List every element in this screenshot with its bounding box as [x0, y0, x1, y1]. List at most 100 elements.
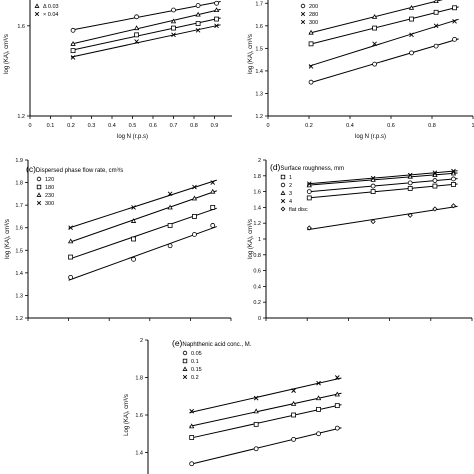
series-4 — [308, 18, 459, 69]
data-point — [195, 28, 201, 33]
data-point — [291, 412, 297, 418]
legend-title: (c)Dispersed phase flow rate, cm³/s — [26, 164, 123, 174]
data-point — [170, 18, 177, 24]
y-tick-label: 1.4 — [15, 271, 23, 277]
legend-label: 4 — [289, 199, 292, 205]
data-point — [131, 205, 136, 210]
x-axis-label: log N (r.p.s) — [355, 134, 386, 140]
legend-marker — [280, 182, 286, 188]
series-4 — [306, 168, 458, 187]
legend-item: 180 — [36, 184, 54, 191]
x-tick-label: 0.1 — [47, 123, 55, 129]
legend-label: 0.1 — [191, 359, 199, 365]
data-point — [451, 182, 456, 187]
data-point — [195, 11, 201, 17]
data-point — [409, 16, 414, 22]
x-tick-label: 0.6 — [146, 325, 154, 331]
series-2 — [70, 7, 221, 46]
x-tick-label: 1 — [470, 325, 473, 331]
trend-line — [189, 427, 342, 466]
data-point — [210, 180, 216, 185]
y-tick-label: 1.2 — [253, 221, 261, 227]
data-point — [308, 79, 314, 85]
data-point — [253, 421, 259, 427]
data-point — [370, 219, 376, 225]
trend-line — [307, 172, 458, 186]
data-point — [214, 23, 219, 29]
legend-label: 120 — [45, 177, 54, 183]
legend-marker — [300, 19, 306, 25]
y-axis-label: Log (KA), cm³/s — [124, 394, 130, 436]
data-point — [370, 189, 376, 195]
y-tick-label: 1.6 — [15, 226, 23, 232]
trend-line — [307, 205, 458, 231]
data-point — [334, 425, 340, 431]
x-tick-label: 1 — [471, 123, 474, 129]
series-1 — [306, 182, 458, 201]
data-point — [189, 435, 195, 440]
legend-item: 0.2 — [182, 374, 199, 381]
legend-label: 0.05 — [191, 351, 202, 357]
legend-marker — [280, 190, 286, 195]
y-tick-label: 1.7 — [15, 203, 23, 209]
legend-label: 0.2 — [191, 375, 199, 381]
data-point — [316, 431, 321, 437]
legend-label: 230 — [45, 193, 54, 199]
data-point — [189, 423, 195, 429]
legend-item: 0.05 — [182, 350, 202, 357]
data-point — [253, 446, 259, 452]
trend-line — [307, 183, 458, 199]
y-tick-label: 1.2 — [17, 114, 25, 120]
x-tick-label: 0.8 — [428, 123, 436, 129]
legend-item: 300 — [36, 200, 54, 207]
legend-label: 280 — [309, 12, 318, 18]
legend-item: 0.15 — [182, 366, 202, 373]
legend-item: × 0.04 — [34, 11, 58, 18]
legend-label: 0.15 — [191, 367, 202, 373]
x-tick-label: 0.8 — [190, 123, 198, 129]
legend-label: 1 — [289, 175, 292, 181]
legend-marker — [280, 206, 286, 212]
data-point — [130, 218, 137, 223]
legend-label: 300 — [45, 201, 54, 207]
data-point — [306, 195, 312, 201]
data-point — [171, 7, 176, 13]
data-point — [70, 27, 76, 33]
y-tick-label: 1.6 — [135, 413, 143, 419]
data-point — [195, 3, 201, 8]
data-point — [191, 195, 198, 201]
data-point — [210, 223, 216, 228]
y-tick-label: 2 — [258, 158, 261, 164]
chart-panel-3: 0 0.2 0.4 0.6 0.8 1 1.2 1.3 1.4 1.5 1.6 1.7 1.8 1.9 lo… — [5, 158, 232, 331]
legend-item: 2 — [280, 182, 292, 189]
data-point — [167, 243, 173, 249]
legend-marker — [36, 176, 42, 182]
data-point — [192, 184, 197, 190]
y-tick-label: 0 — [258, 316, 261, 322]
series-4 — [189, 375, 342, 414]
data-point — [407, 180, 413, 186]
y-tick-label: 1.6 — [253, 190, 261, 196]
y-tick-label: 1.6 — [17, 24, 25, 30]
series-4 — [68, 179, 217, 231]
series-2 — [189, 403, 342, 440]
x-tick-label: 0.8 — [187, 325, 195, 331]
data-point — [308, 41, 314, 47]
x-tick-label: 0.9 — [211, 123, 219, 129]
data-point — [253, 395, 259, 401]
series-3 — [67, 188, 217, 244]
data-point — [192, 232, 197, 237]
legend-marker — [300, 3, 306, 9]
legend-label: Δ 0.03 — [43, 4, 59, 10]
x-axis-label: log N (r.p.s) — [117, 134, 148, 140]
series-5 — [306, 203, 458, 231]
legend-item: 230 — [36, 192, 54, 199]
y-tick-label: 1.9 — [15, 158, 23, 164]
x-tick-label: 0 — [26, 325, 29, 331]
data-point — [433, 23, 439, 29]
data-point — [407, 172, 413, 178]
legend-marker — [182, 366, 188, 371]
data-point — [134, 32, 140, 38]
data-point — [370, 175, 376, 181]
data-point — [213, 7, 220, 13]
